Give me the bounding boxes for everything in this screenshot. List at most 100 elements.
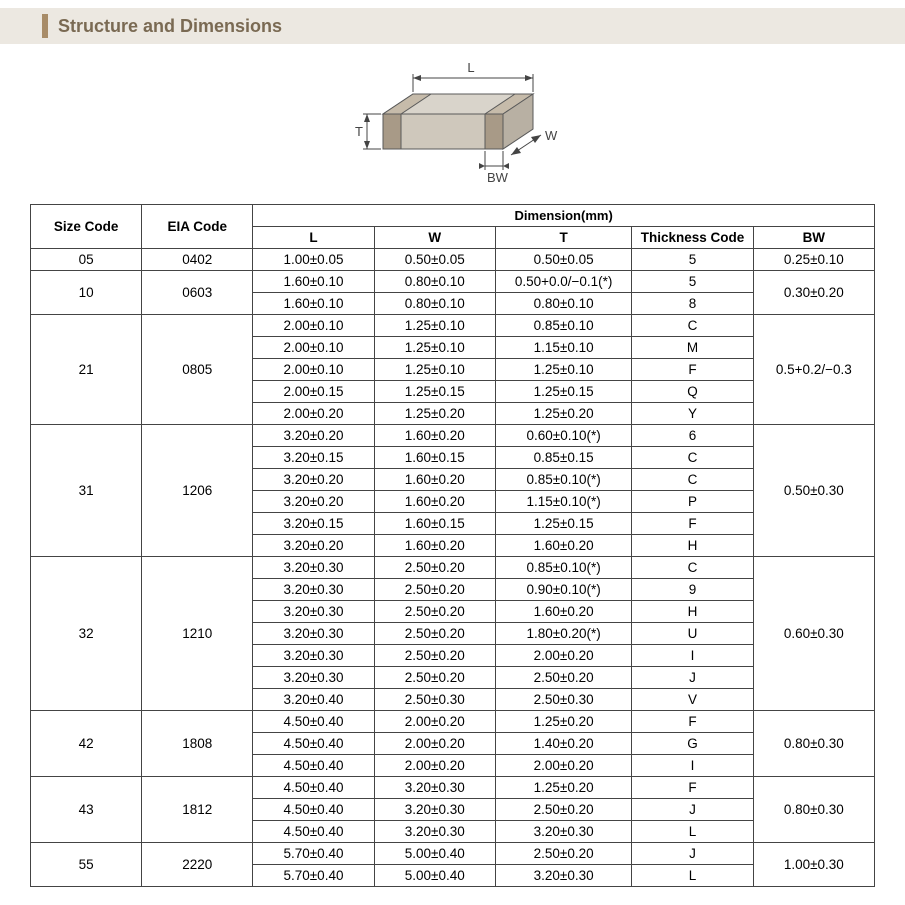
- table-row: 0504021.00±0.050.50±0.050.50±0.0550.25±0…: [31, 249, 875, 271]
- th-dimension-super: Dimension(mm): [253, 205, 875, 227]
- cell-tc: F: [632, 513, 753, 535]
- cell-L: 2.00±0.10: [253, 337, 374, 359]
- cell-W: 1.25±0.15: [374, 381, 495, 403]
- cell-size-code: 05: [31, 249, 142, 271]
- cell-tc: 5: [632, 249, 753, 271]
- cell-L: 3.20±0.30: [253, 623, 374, 645]
- cell-T: 0.85±0.15: [495, 447, 631, 469]
- cell-L: 3.20±0.30: [253, 601, 374, 623]
- cell-T: 1.25±0.20: [495, 711, 631, 733]
- cell-T: 1.25±0.20: [495, 403, 631, 425]
- cell-T: 2.50±0.20: [495, 843, 631, 865]
- cell-W: 0.80±0.10: [374, 271, 495, 293]
- cell-eia-code: 1210: [142, 557, 253, 711]
- cell-T: 2.00±0.20: [495, 755, 631, 777]
- cell-W: 0.50±0.05: [374, 249, 495, 271]
- cell-tc: I: [632, 645, 753, 667]
- cell-L: 4.50±0.40: [253, 711, 374, 733]
- cell-L: 3.20±0.40: [253, 689, 374, 711]
- cell-L: 3.20±0.15: [253, 513, 374, 535]
- cell-T: 0.50±0.05: [495, 249, 631, 271]
- cell-size-code: 21: [31, 315, 142, 425]
- cell-W: 2.00±0.20: [374, 733, 495, 755]
- cell-T: 2.00±0.20: [495, 645, 631, 667]
- cell-size-code: 10: [31, 271, 142, 315]
- cell-L: 3.20±0.20: [253, 491, 374, 513]
- table-row: 2108052.00±0.101.25±0.100.85±0.10C0.5+0.…: [31, 315, 875, 337]
- cell-T: 0.85±0.10: [495, 315, 631, 337]
- cell-T: 0.85±0.10(*): [495, 557, 631, 579]
- cell-W: 2.00±0.20: [374, 755, 495, 777]
- cell-size-code: 55: [31, 843, 142, 887]
- dim-label-W: W: [545, 128, 558, 143]
- cell-T: 0.80±0.10: [495, 293, 631, 315]
- th-eia-code: EIA Code: [142, 205, 253, 249]
- th-size-code: Size Code: [31, 205, 142, 249]
- cell-eia-code: 0603: [142, 271, 253, 315]
- cell-L: 3.20±0.20: [253, 535, 374, 557]
- table-row: 3212103.20±0.302.50±0.200.85±0.10(*)C0.6…: [31, 557, 875, 579]
- cell-bw: 0.80±0.30: [753, 711, 874, 777]
- table-row: 1006031.60±0.100.80±0.100.50+0.0/−0.1(*)…: [31, 271, 875, 293]
- dimension-table: Size Code EIA Code Dimension(mm) L W T T…: [30, 204, 875, 887]
- cell-L: 3.20±0.30: [253, 557, 374, 579]
- cell-L: 3.20±0.20: [253, 469, 374, 491]
- dim-label-T: T: [355, 124, 363, 139]
- cell-T: 0.50+0.0/−0.1(*): [495, 271, 631, 293]
- cell-W: 5.00±0.40: [374, 843, 495, 865]
- cell-L: 1.00±0.05: [253, 249, 374, 271]
- cell-tc: I: [632, 755, 753, 777]
- cell-eia-code: 0402: [142, 249, 253, 271]
- cell-L: 5.70±0.40: [253, 843, 374, 865]
- cell-tc: G: [632, 733, 753, 755]
- cell-W: 1.60±0.20: [374, 469, 495, 491]
- cell-tc: H: [632, 535, 753, 557]
- cell-L: 3.20±0.15: [253, 447, 374, 469]
- cell-tc: F: [632, 711, 753, 733]
- cell-tc: C: [632, 557, 753, 579]
- cell-W: 3.20±0.30: [374, 821, 495, 843]
- cell-T: 2.50±0.20: [495, 799, 631, 821]
- cell-bw: 0.80±0.30: [753, 777, 874, 843]
- cell-tc: L: [632, 821, 753, 843]
- cell-eia-code: 1812: [142, 777, 253, 843]
- cell-L: 1.60±0.10: [253, 293, 374, 315]
- cell-T: 1.15±0.10: [495, 337, 631, 359]
- cell-bw: 0.25±0.10: [753, 249, 874, 271]
- cell-bw: 0.50±0.30: [753, 425, 874, 557]
- cell-T: 1.25±0.20: [495, 777, 631, 799]
- cell-T: 0.60±0.10(*): [495, 425, 631, 447]
- cell-T: 0.90±0.10(*): [495, 579, 631, 601]
- cell-tc: J: [632, 667, 753, 689]
- cell-W: 3.20±0.30: [374, 799, 495, 821]
- dim-label-BW: BW: [487, 170, 509, 185]
- cell-tc: H: [632, 601, 753, 623]
- cell-eia-code: 2220: [142, 843, 253, 887]
- cell-L: 3.20±0.30: [253, 645, 374, 667]
- cell-tc: F: [632, 777, 753, 799]
- cell-T: 1.60±0.20: [495, 601, 631, 623]
- cell-tc: Q: [632, 381, 753, 403]
- cell-tc: C: [632, 447, 753, 469]
- cell-W: 2.50±0.20: [374, 579, 495, 601]
- cell-T: 2.50±0.20: [495, 667, 631, 689]
- cell-tc: J: [632, 843, 753, 865]
- cell-T: 1.80±0.20(*): [495, 623, 631, 645]
- cell-tc: M: [632, 337, 753, 359]
- cell-L: 3.20±0.20: [253, 425, 374, 447]
- cell-W: 2.50±0.20: [374, 667, 495, 689]
- cell-L: 1.60±0.10: [253, 271, 374, 293]
- cell-L: 4.50±0.40: [253, 733, 374, 755]
- cell-L: 3.20±0.30: [253, 579, 374, 601]
- cell-W: 1.25±0.10: [374, 359, 495, 381]
- cell-size-code: 43: [31, 777, 142, 843]
- section-header: Structure and Dimensions: [0, 8, 905, 44]
- table-header-row-1: Size Code EIA Code Dimension(mm): [31, 205, 875, 227]
- cell-tc: 6: [632, 425, 753, 447]
- cell-W: 2.50±0.30: [374, 689, 495, 711]
- cell-tc: L: [632, 865, 753, 887]
- cell-L: 2.00±0.20: [253, 403, 374, 425]
- cell-T: 3.20±0.30: [495, 821, 631, 843]
- cell-bw: 0.30±0.20: [753, 271, 874, 315]
- cell-L: 4.50±0.40: [253, 755, 374, 777]
